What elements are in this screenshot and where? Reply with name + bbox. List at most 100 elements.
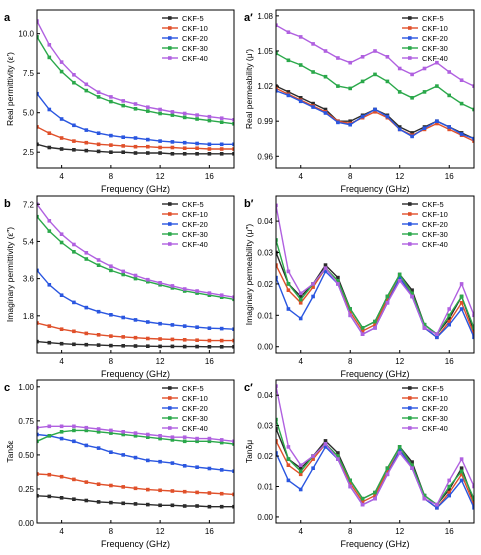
- data-point: [276, 426, 278, 431]
- data-point: [182, 504, 187, 508]
- legend-entry: CKF-20: [182, 404, 208, 413]
- data-point: [37, 425, 39, 430]
- x-tick-label: 4: [299, 527, 304, 536]
- data-point: [133, 144, 138, 149]
- data-point: [37, 19, 39, 23]
- data-point: [37, 268, 39, 273]
- y-tick-label: 7.5: [23, 69, 35, 78]
- data-point: [323, 439, 328, 443]
- data-point: [133, 151, 138, 155]
- data-point: [422, 322, 427, 327]
- data-point: [232, 297, 234, 302]
- data-point: [96, 149, 101, 154]
- data-point: [286, 463, 291, 467]
- data-point: [397, 127, 402, 132]
- data-point: [146, 432, 150, 437]
- data-point: [447, 487, 451, 492]
- data-point: [232, 118, 234, 122]
- legend-marker: [408, 46, 412, 50]
- data-point: [72, 342, 76, 347]
- data-point: [59, 293, 64, 297]
- legend-marker: [168, 36, 172, 40]
- data-point: [311, 457, 315, 461]
- data-point: [158, 337, 162, 341]
- data-point: [410, 291, 414, 296]
- data-point: [323, 266, 328, 270]
- data-point: [37, 91, 39, 96]
- data-point: [195, 291, 199, 295]
- data-point: [182, 464, 187, 468]
- legend-entry: CKF-40: [422, 240, 448, 249]
- data-point: [422, 496, 427, 501]
- data-point: [170, 140, 175, 144]
- legend-marker: [408, 386, 412, 390]
- panel-label: a: [4, 12, 11, 24]
- series-line: [276, 90, 474, 140]
- data-point: [298, 99, 303, 104]
- data-point: [109, 264, 113, 268]
- series-CKF-20: [37, 432, 234, 473]
- data-point: [195, 141, 199, 146]
- data-point: [276, 417, 278, 422]
- data-point: [182, 287, 187, 291]
- x-tick-label: 8: [109, 172, 114, 181]
- data-point: [109, 143, 113, 147]
- data-point: [286, 478, 291, 483]
- data-point: [348, 481, 352, 486]
- data-point: [84, 331, 89, 336]
- x-tick-label: 16: [205, 527, 214, 536]
- data-point: [59, 136, 64, 140]
- panel-2: a′ 4 8 12 16 0.96 0.99 1.02 1.05 1.08 Frequency (G…: [244, 9, 475, 194]
- legend-entry: CKF-30: [422, 44, 448, 53]
- series-CKF-40: [37, 424, 234, 444]
- legend-marker: [168, 426, 172, 430]
- legend-entry: CKF-5: [422, 200, 444, 209]
- y-tick-label: 0.96: [257, 152, 273, 161]
- data-point: [219, 152, 224, 156]
- data-point: [410, 460, 414, 464]
- data-point: [459, 457, 464, 461]
- data-point: [435, 119, 439, 123]
- data-point: [422, 66, 427, 71]
- data-point: [195, 152, 199, 156]
- data-point: [422, 126, 427, 130]
- data-point: [47, 434, 52, 438]
- data-point: [447, 316, 451, 321]
- data-point: [276, 384, 278, 388]
- data-point: [96, 446, 101, 450]
- data-point: [373, 496, 377, 501]
- data-point: [459, 466, 464, 470]
- data-point: [435, 502, 439, 507]
- data-point: [232, 295, 234, 299]
- data-point: [472, 496, 474, 501]
- data-point: [311, 294, 315, 299]
- data-point: [47, 424, 52, 429]
- data-point: [158, 344, 162, 349]
- data-point: [133, 276, 138, 281]
- data-point: [276, 51, 278, 56]
- legend-marker: [168, 242, 172, 246]
- data-point: [96, 430, 101, 434]
- data-point: [207, 338, 212, 343]
- data-point: [121, 103, 125, 108]
- data-point: [373, 322, 377, 327]
- data-point: [59, 327, 64, 331]
- data-point: [109, 268, 113, 273]
- data-point: [84, 428, 89, 433]
- x-tick-label: 8: [109, 527, 114, 536]
- panel-6: c′ 4 8 12 16 0.00 0.01 0.02 0.03 0.04 Frequency (G…: [244, 379, 475, 549]
- x-tick-label: 8: [109, 357, 114, 366]
- x-tick-label: 16: [205, 172, 214, 181]
- data-point: [298, 469, 303, 474]
- y-axis-label: Real permittivity (ε′): [5, 52, 15, 126]
- legend-marker: [168, 222, 172, 226]
- legend-entry: CKF-20: [182, 220, 208, 229]
- data-point: [286, 307, 291, 311]
- data-point: [195, 465, 199, 469]
- data-point: [348, 478, 352, 483]
- data-point: [170, 286, 175, 290]
- legend-entry: CKF-10: [422, 394, 448, 403]
- data-point: [84, 443, 89, 448]
